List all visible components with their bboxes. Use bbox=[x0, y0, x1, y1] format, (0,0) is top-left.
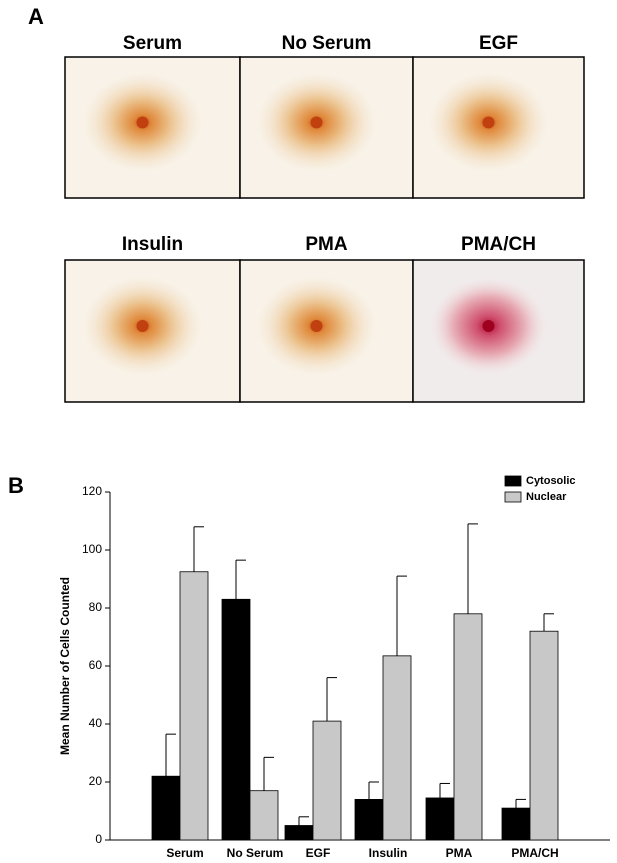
bar bbox=[179, 571, 209, 841]
bar bbox=[221, 598, 251, 841]
panel-label: A bbox=[28, 4, 44, 29]
panel-label: B bbox=[8, 473, 24, 498]
y-axis-label: Mean Number of Cells Counted bbox=[58, 577, 72, 755]
nucleus bbox=[482, 320, 495, 332]
y-tick-label: 100 bbox=[82, 542, 102, 556]
bar bbox=[354, 799, 384, 841]
image-title: Insulin bbox=[122, 234, 183, 255]
legend-label: Cytosolic bbox=[526, 475, 576, 487]
y-tick-label: 40 bbox=[89, 716, 103, 730]
nucleus bbox=[482, 116, 495, 129]
image-title: EGF bbox=[479, 33, 518, 54]
bar bbox=[284, 825, 314, 841]
legend-label: Nuclear bbox=[526, 491, 567, 503]
legend-swatch bbox=[504, 491, 522, 503]
nucleus bbox=[136, 320, 149, 332]
bar bbox=[425, 797, 455, 841]
y-tick-label: 0 bbox=[95, 832, 102, 846]
x-tick-label: EGF bbox=[306, 846, 331, 860]
bar bbox=[501, 807, 531, 841]
x-tick-label: PMA/CH bbox=[511, 846, 558, 860]
nucleus bbox=[310, 320, 323, 332]
image-title: No Serum bbox=[282, 33, 372, 54]
x-tick-label: Insulin bbox=[369, 846, 408, 860]
image-title: PMA/CH bbox=[461, 234, 536, 255]
nucleus bbox=[136, 116, 149, 129]
y-tick-label: 20 bbox=[89, 774, 103, 788]
y-tick-label: 60 bbox=[89, 658, 103, 672]
x-tick-label: PMA bbox=[446, 846, 473, 860]
x-tick-label: Serum bbox=[166, 846, 203, 860]
image-title: Serum bbox=[123, 33, 182, 54]
y-tick-label: 120 bbox=[82, 484, 102, 498]
bar bbox=[453, 613, 483, 841]
legend-swatch bbox=[504, 475, 522, 487]
bar bbox=[529, 630, 559, 841]
image-title: PMA bbox=[305, 234, 348, 255]
nucleus bbox=[310, 116, 323, 129]
bar bbox=[249, 790, 279, 841]
x-tick-label: No Serum bbox=[227, 846, 284, 860]
bar bbox=[382, 655, 412, 841]
bar bbox=[151, 775, 181, 841]
y-tick-label: 80 bbox=[89, 600, 103, 614]
bar bbox=[312, 720, 342, 841]
